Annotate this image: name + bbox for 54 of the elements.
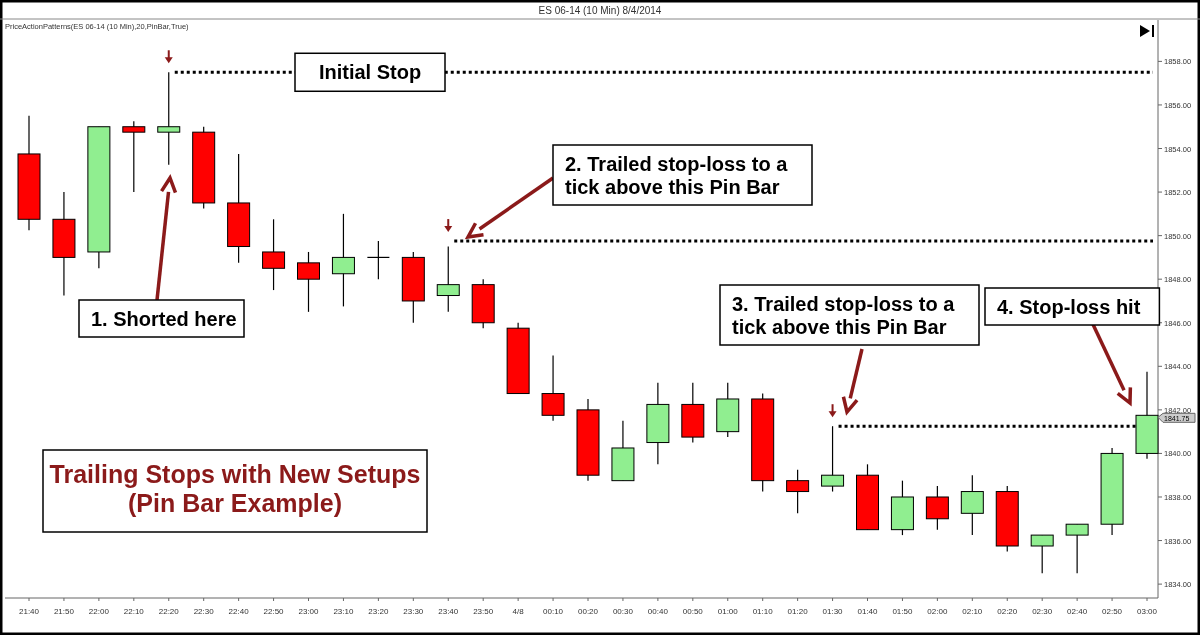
x-tick-label: 01:00 <box>717 607 739 616</box>
x-tick-label: 22:30 <box>193 607 215 616</box>
x-tick-label: 01:10 <box>752 607 774 616</box>
x-tick-label: 01:50 <box>892 607 913 616</box>
x-tick-label: 02:50 <box>1102 607 1123 616</box>
annotation: 3. Trailed stop-loss to a tick above this Pin Bar <box>732 293 956 338</box>
x-tick-label: 21:40 <box>18 607 40 616</box>
x-tick-label: 00:40 <box>647 607 669 616</box>
candlestick <box>436 245 460 313</box>
x-tick-label: 22:20 <box>158 607 180 616</box>
candlestick <box>786 469 810 514</box>
x-tick-label: 22:00 <box>88 607 110 616</box>
x-tick-label: 00:20 <box>577 607 599 616</box>
x-tick-label: 23:00 <box>298 607 320 616</box>
x-tick-label: 02:20 <box>997 607 1018 616</box>
x-tick-label: 01:20 <box>787 607 809 616</box>
candlestick <box>262 218 286 291</box>
candlestick <box>331 213 355 308</box>
x-tick-label: 22:50 <box>263 607 285 616</box>
x-tick-label: 00:50 <box>682 607 704 616</box>
x-tick-label: 23:30 <box>403 607 424 616</box>
candlestick <box>925 485 949 531</box>
x-tick-label: 00:10 <box>543 607 564 616</box>
candlestick <box>366 240 390 280</box>
annotation: 1. Shorted here <box>91 308 237 330</box>
candlestick <box>1030 534 1054 574</box>
x-tick-label: 00:30 <box>612 607 634 616</box>
candlestick <box>297 251 320 313</box>
x-tick-label: 23:40 <box>438 607 459 616</box>
candlestick <box>157 71 181 166</box>
annotation: 4. Stop-loss hit <box>997 296 1141 318</box>
candlestick <box>122 120 146 193</box>
annotation: 2. Trailed stop-loss to a tick above this Pin Bar <box>565 153 789 198</box>
x-tick-label: 22:10 <box>123 607 145 616</box>
annotation: Trailing Stops with New Setups (Pin Bar Example) <box>49 460 421 517</box>
x-tick-label: 02:30 <box>1032 607 1053 616</box>
x-tick-label: 02:40 <box>1067 607 1088 616</box>
x-tick-label: 02:00 <box>927 607 948 616</box>
x-tick-label: 23:20 <box>368 607 389 616</box>
candlestick <box>960 474 984 536</box>
x-tick-label: 03:00 <box>1136 607 1158 616</box>
x-tick-label: 21:50 <box>53 607 75 616</box>
x-tick-label: 4/8 <box>512 607 525 616</box>
x-tick-label: 01:40 <box>857 607 879 616</box>
x-tick-label: 23:10 <box>333 607 354 616</box>
candlestick <box>1065 523 1089 574</box>
ref-line-label: Initial Stop <box>318 61 422 84</box>
candlestick <box>821 425 845 493</box>
candlestick <box>541 354 565 422</box>
x-tick-label: 02:10 <box>962 607 983 616</box>
x-tick-label: 22:40 <box>228 607 250 616</box>
chart-title: ES 06-14 (10 Min) 8/4/2014 <box>538 5 662 16</box>
x-tick-label: 23:50 <box>473 607 494 616</box>
x-tick-label: 01:30 <box>822 607 844 616</box>
